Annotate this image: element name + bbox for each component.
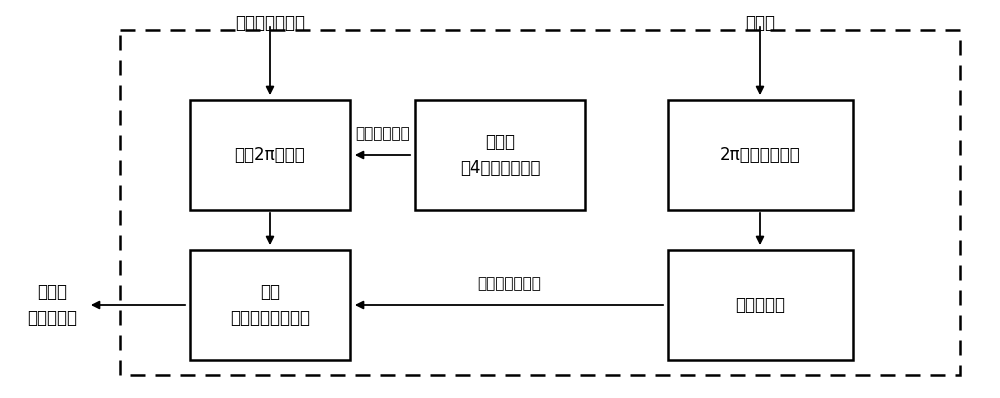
Text: 叠加2π电压值: 叠加2π电压值 bbox=[235, 146, 305, 164]
Text: 修正后
半波电压值: 修正后 半波电压值 bbox=[27, 283, 77, 327]
Text: 产生
修正后半波电压值: 产生 修正后半波电压值 bbox=[230, 283, 310, 327]
Bar bbox=[668, 100, 852, 210]
Text: 定时器
（4倍渡跃周期）: 定时器 （4倍渡跃周期） bbox=[460, 133, 540, 177]
Text: 修正半波电压值: 修正半波电压值 bbox=[477, 276, 541, 291]
Text: 2π溢出确认逻辑: 2π溢出确认逻辑 bbox=[720, 146, 800, 164]
Text: 分阶段调节: 分阶段调节 bbox=[735, 296, 785, 314]
Text: 半波电压初始值: 半波电压初始值 bbox=[235, 14, 305, 32]
Bar bbox=[415, 100, 585, 210]
Bar bbox=[120, 30, 960, 375]
Text: 定时中断信号: 定时中断信号 bbox=[355, 126, 410, 141]
Bar bbox=[190, 250, 350, 360]
Text: 光强值: 光强值 bbox=[745, 14, 775, 32]
Bar bbox=[668, 250, 852, 360]
Bar bbox=[190, 100, 350, 210]
